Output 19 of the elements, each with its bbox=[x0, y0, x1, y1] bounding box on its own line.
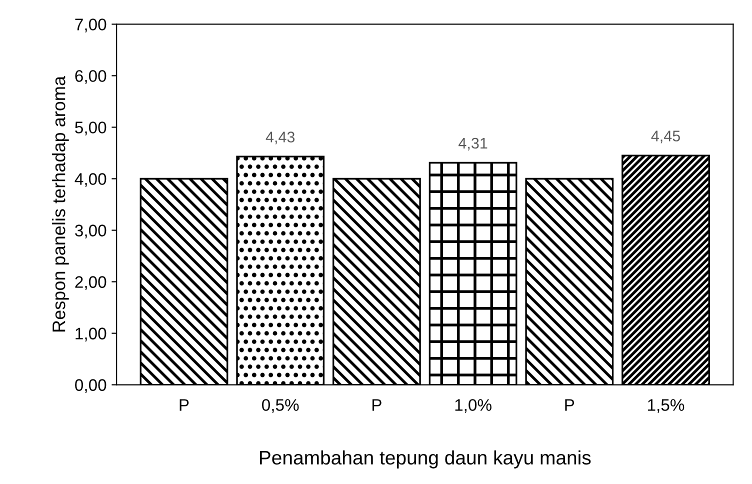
y-tick-label: 1,00 bbox=[76, 328, 106, 342]
x-tick-label: P bbox=[372, 399, 382, 411]
y-axis-title: Respon panelis terhadap aroma bbox=[52, 76, 69, 332]
data-label: 4,31 bbox=[458, 138, 488, 150]
x-tick-label: P bbox=[565, 399, 574, 411]
data-label: 4,43 bbox=[266, 132, 295, 144]
x-tick-label: P bbox=[180, 399, 189, 411]
x-axis-title: Penambahan tepung daun kayu manis bbox=[260, 450, 591, 468]
data-label: 4,45 bbox=[651, 130, 680, 144]
x-tick-label: 1,0% bbox=[455, 399, 492, 413]
y-tick-label: 0,00 bbox=[75, 379, 106, 393]
y-tick-label: 2,00 bbox=[75, 276, 106, 290]
y-tick-label: 3,00 bbox=[75, 224, 106, 238]
y-tick-label: 7,00 bbox=[75, 18, 106, 32]
y-tick-label: 4,00 bbox=[74, 173, 106, 187]
x-tick-label: 1,5% bbox=[648, 399, 684, 413]
y-tick-label: 6,00 bbox=[75, 70, 106, 84]
y-tick-label: 5,00 bbox=[75, 122, 106, 136]
x-tick-label: 0,5% bbox=[262, 399, 299, 413]
